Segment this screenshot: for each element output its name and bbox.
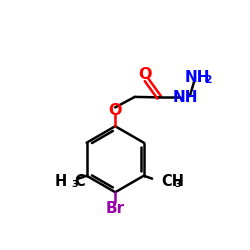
Text: NH: NH [184,70,210,85]
Text: O: O [138,67,152,82]
Text: Br: Br [106,201,125,216]
Text: H: H [54,174,66,189]
Text: 3: 3 [174,180,180,189]
Text: C: C [74,174,85,189]
Text: O: O [108,103,122,118]
Text: 3: 3 [71,180,78,189]
Text: CH: CH [162,174,184,189]
Text: NH: NH [173,90,198,105]
Text: 2: 2 [204,75,212,85]
